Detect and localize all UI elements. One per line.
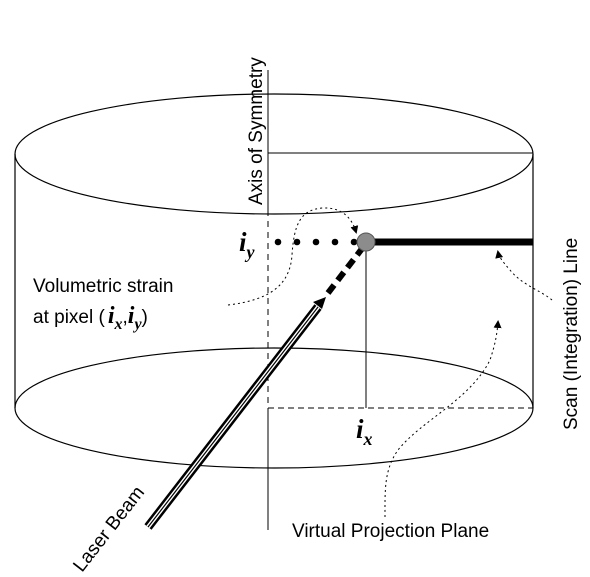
iy-dotted-line <box>274 238 358 246</box>
pixel-ix-letter: i <box>108 303 115 329</box>
ix-subscript: x <box>363 429 373 449</box>
pixel-prefix-text: at pixel ( <box>33 307 105 328</box>
volumetric-strain-pointer <box>227 207 359 306</box>
pixel-ix-subscript: x <box>113 316 122 333</box>
scan-line-pointer <box>495 250 553 301</box>
scan-line-label: Scan (Integration) Line <box>561 238 582 430</box>
pixel-comma: , <box>122 307 127 328</box>
projection-plane-pointer <box>384 320 502 518</box>
pixel-iy-subscript: y <box>132 316 142 333</box>
volumetric-strain-label-line2: at pixel (ix,iy) <box>33 303 148 333</box>
iy-subscript: y <box>245 242 256 262</box>
cylinder-top-ellipse <box>14 93 534 215</box>
iy-letter: i <box>239 227 247 257</box>
laser-beam-shaft <box>144 297 326 530</box>
pixel-marker <box>356 232 376 252</box>
laser-beam-label: Laser Beam <box>69 482 149 576</box>
virtual-projection-plane-label: Virtual Projection Plane <box>292 521 489 542</box>
volumetric-strain-label-line1: Volumetric strain <box>33 276 173 297</box>
ix-label: ix <box>356 414 373 449</box>
iy-label: iy <box>239 227 256 262</box>
pixel-close-paren: ) <box>142 307 148 328</box>
laser-beam-arrowhead <box>313 297 326 309</box>
laser-beam-dashed-path <box>325 244 367 295</box>
axis-of-symmetry-label: Axis of Symmetry <box>246 57 267 205</box>
pixel-iy-letter: i <box>128 303 135 329</box>
ix-letter: i <box>356 414 364 444</box>
